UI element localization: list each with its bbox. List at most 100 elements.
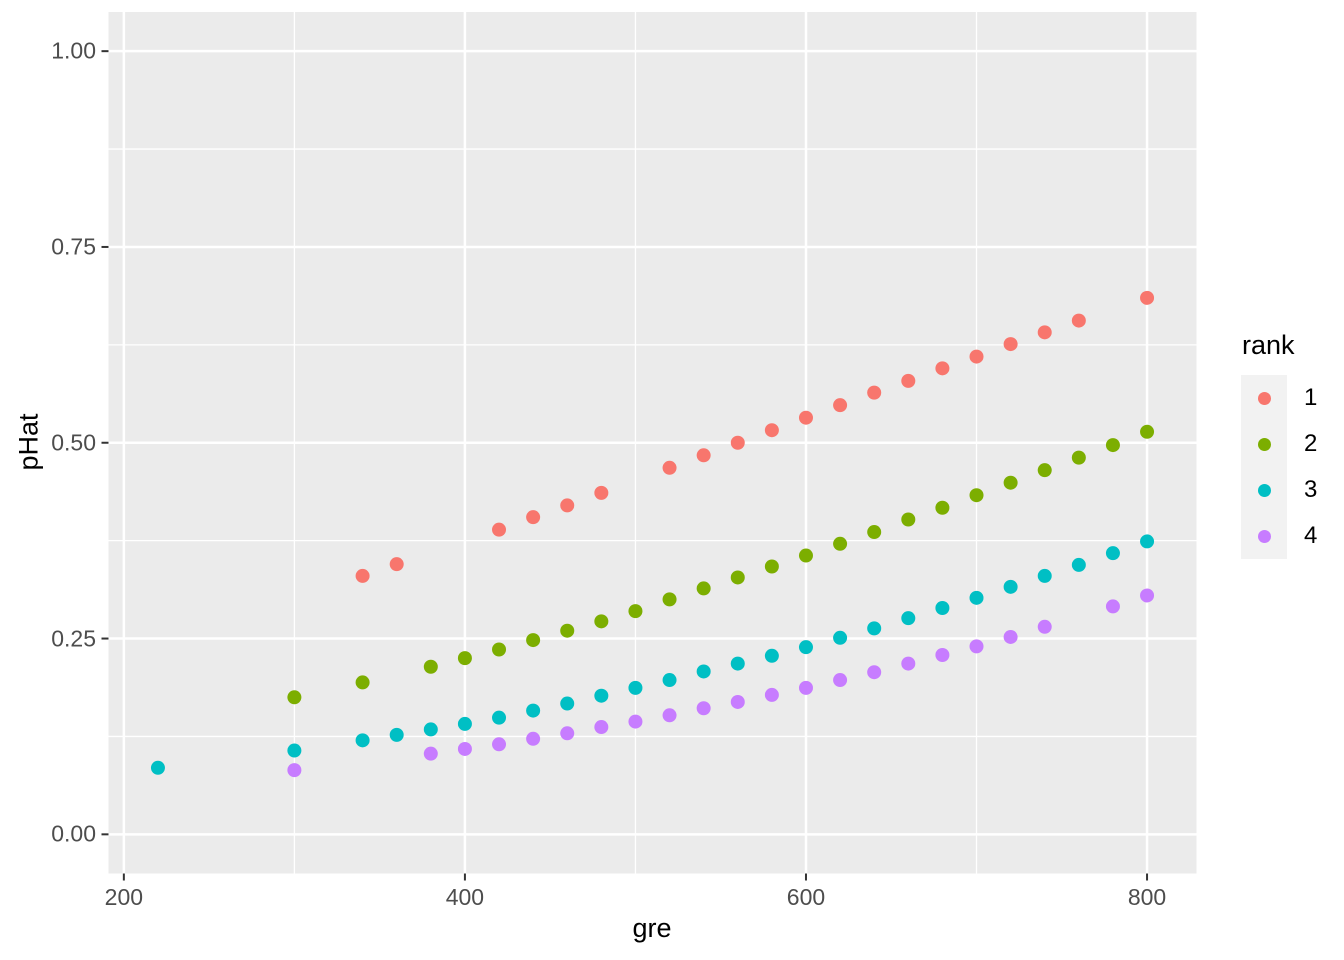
data-point-rank-4 [560,726,575,741]
legend-item-label: 3 [1304,476,1318,503]
data-point-rank-3 [1140,534,1155,549]
data-point-rank-2 [662,592,677,607]
data-point-rank-3 [457,716,472,731]
data-point-rank-4 [798,680,813,695]
data-point-rank-2 [1071,450,1086,465]
data-point-rank-4 [764,687,779,702]
data-point-rank-2 [287,690,302,705]
data-point-rank-1 [935,361,950,376]
data-point-rank-4 [867,665,882,680]
data-point-rank-2 [730,570,745,585]
legend-item-label: 4 [1304,522,1318,549]
data-point-rank-1 [798,410,813,425]
data-point-rank-2 [867,525,882,540]
data-point-rank-2 [696,581,711,596]
data-point-rank-3 [150,760,165,775]
y-tick-label: 0.25 [51,625,96,652]
data-point-rank-2 [1105,438,1120,453]
data-point-rank-3 [594,688,609,703]
data-point-rank-1 [833,398,848,413]
data-point-rank-2 [355,675,370,690]
data-point-rank-2 [1037,463,1052,478]
x-axis-title: gre [632,913,672,943]
data-point-rank-2 [1003,475,1018,490]
data-point-rank-3 [1105,546,1120,561]
data-point-rank-2 [526,633,541,648]
legend-item-label: 1 [1304,384,1318,411]
data-point-rank-2 [423,659,438,674]
x-tick-label: 800 [1127,884,1167,910]
y-tick-label: 0.00 [51,820,96,847]
data-point-rank-1 [969,349,984,364]
data-point-rank-1 [662,460,677,475]
data-point-rank-2 [935,500,950,515]
data-point-rank-2 [560,623,575,638]
data-point-rank-1 [730,435,745,450]
data-point-rank-3 [662,673,677,688]
legend-title: rank [1242,330,1295,360]
data-point-rank-2 [628,604,643,619]
data-point-rank-4 [901,656,916,671]
data-point-rank-1 [526,510,541,525]
legend-key-swatch [1241,375,1287,421]
legend-item-rank-1: 1 [1241,375,1317,421]
data-point-rank-4 [1140,588,1155,603]
data-point-rank-2 [901,512,916,527]
data-point-rank-3 [287,743,302,758]
data-point-rank-2 [764,559,779,574]
data-point-rank-3 [730,656,745,671]
data-point-rank-1 [492,522,507,537]
y-tick-label: 1.00 [51,37,96,64]
data-point-rank-2 [969,488,984,503]
data-point-rank-1 [560,498,575,513]
data-point-rank-4 [423,746,438,761]
legend-key-swatch [1241,513,1287,559]
data-point-rank-1 [1140,290,1155,305]
data-point-rank-1 [764,423,779,438]
data-point-rank-4 [594,720,609,735]
data-point-rank-1 [867,385,882,400]
data-point-rank-1 [901,373,916,388]
data-point-rank-4 [526,731,541,746]
data-point-rank-4 [662,708,677,723]
legend-item-label: 2 [1304,430,1318,457]
data-point-rank-4 [696,701,711,716]
data-point-rank-4 [833,673,848,688]
legend: rank 1 2 3 4 [1241,330,1317,559]
legend-key-swatch [1241,421,1287,467]
legend-item-rank-3: 3 [1241,467,1317,513]
data-point-rank-2 [594,614,609,629]
data-point-rank-3 [833,630,848,645]
legend-item-rank-4: 4 [1241,513,1317,559]
legend-point-icon [1257,529,1271,543]
legend-point-icon [1257,437,1271,451]
data-point-rank-3 [423,722,438,737]
data-point-rank-1 [594,485,609,500]
data-point-rank-4 [1037,619,1052,634]
data-point-rank-4 [935,647,950,662]
data-point-rank-3 [935,601,950,616]
data-point-rank-1 [389,557,404,572]
x-tick-label: 400 [445,884,485,910]
data-point-rank-3 [628,680,643,695]
data-point-rank-3 [389,727,404,742]
data-point-rank-2 [1140,424,1155,439]
data-point-rank-3 [526,703,541,718]
data-point-rank-3 [798,640,813,655]
data-point-rank-3 [867,621,882,636]
data-point-rank-4 [969,639,984,654]
data-point-rank-4 [1105,599,1120,614]
data-point-rank-1 [1071,313,1086,328]
data-point-rank-1 [1003,337,1018,352]
data-point-rank-3 [1037,568,1052,583]
data-point-rank-4 [287,763,302,778]
y-tick-label: 0.75 [51,233,96,260]
data-point-rank-4 [457,741,472,756]
data-point-rank-4 [492,737,507,752]
y-tick-label: 0.50 [51,429,96,456]
data-point-rank-1 [355,568,370,583]
data-point-rank-3 [1003,579,1018,594]
data-point-rank-3 [560,696,575,711]
data-point-rank-3 [492,710,507,725]
